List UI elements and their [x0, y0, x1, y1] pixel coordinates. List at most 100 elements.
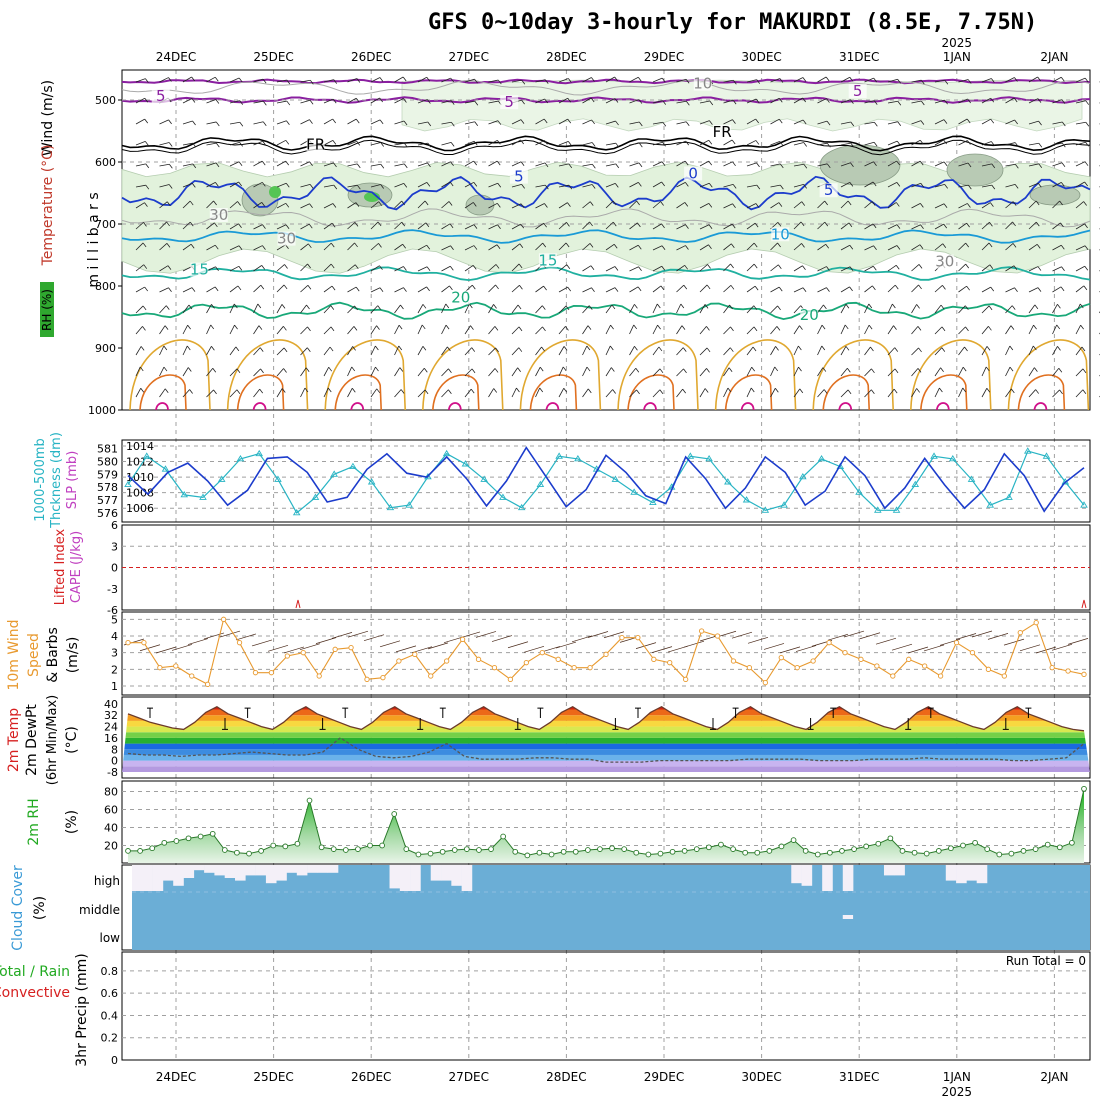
wind-barb	[309, 161, 313, 167]
wind10-barb	[315, 637, 337, 644]
temp-max-marker	[244, 707, 251, 719]
wind-barb	[887, 182, 898, 188]
temp-label-2: 2m DewPt	[24, 704, 40, 776]
wind-barb	[652, 324, 658, 335]
wind-barb	[330, 242, 335, 248]
rh-contour	[121, 79, 1091, 96]
thickness-point	[461, 460, 470, 467]
wind-barb	[535, 203, 545, 209]
temp-contour-minus5	[121, 96, 1091, 104]
wind-barb	[404, 142, 408, 148]
wind-barb	[1011, 305, 1016, 310]
wind-barb	[986, 388, 991, 393]
wind-barb	[988, 305, 993, 311]
wind-barb	[332, 98, 337, 104]
wind-barb	[1061, 162, 1066, 168]
wind-barb	[276, 264, 285, 272]
wind-barb	[897, 78, 901, 84]
wind-barb	[417, 121, 428, 125]
wind-barb	[464, 265, 474, 272]
wind-barb	[817, 345, 823, 356]
wind-barb	[563, 346, 568, 351]
wind-barb	[398, 324, 403, 330]
wind-barb	[777, 305, 781, 311]
wind-barb	[262, 245, 266, 250]
wind-barb	[283, 368, 287, 373]
wind-barb	[943, 161, 948, 167]
rh-point	[911, 849, 918, 856]
wind10-barb	[891, 643, 913, 651]
wind-barb	[801, 243, 805, 248]
wind-barb	[958, 305, 966, 314]
temp-band	[122, 766, 1090, 772]
wind10-point	[157, 665, 163, 671]
date-label-bottom: 27DEC	[449, 1070, 489, 1084]
wind-barb	[629, 346, 635, 356]
wind-barb	[300, 161, 310, 167]
rh-point	[802, 848, 809, 854]
wind-barb	[840, 222, 850, 230]
wind-barb	[911, 224, 921, 230]
wind-barb	[558, 305, 567, 314]
wind-barb	[511, 304, 519, 314]
wind-barb	[723, 243, 732, 251]
temp-contour-30	[529, 374, 578, 411]
wind-barb	[471, 284, 476, 290]
wind-barb	[780, 184, 784, 190]
wind-barb	[605, 304, 613, 314]
wind-barb	[558, 118, 568, 125]
wind-barb	[582, 325, 589, 335]
wind-barb	[394, 324, 400, 335]
wind-barb	[817, 287, 827, 293]
rh-point	[899, 848, 906, 854]
wind-barb	[817, 120, 828, 125]
temp-band	[122, 737, 1090, 744]
wind-barb	[1035, 200, 1040, 206]
wind-barb	[214, 76, 219, 82]
wind-barb	[182, 221, 191, 230]
high-cloud-bar	[956, 865, 967, 884]
wind-barb	[262, 140, 267, 146]
wind-barb	[378, 201, 383, 206]
date-label-bottom: 28DEC	[546, 1070, 586, 1084]
wind-barb	[558, 346, 565, 356]
wind-barb	[511, 79, 522, 83]
wind-barb	[920, 120, 925, 125]
li-tick-label: 3	[111, 540, 118, 553]
wind-barb	[582, 388, 589, 398]
thickness-point	[1023, 447, 1032, 454]
wind-barb	[845, 304, 850, 309]
wind-barb	[676, 78, 687, 83]
wind-barb	[300, 223, 310, 230]
wind-barb	[1015, 164, 1019, 169]
wind-barb	[1061, 121, 1066, 127]
wind-barb	[238, 223, 242, 229]
wind-barb	[447, 346, 451, 352]
wind-barb	[370, 119, 381, 125]
date-label-top: 29DEC	[644, 50, 684, 64]
temp-label-3: (6hr Min/Max)	[45, 695, 60, 785]
wind-barb	[253, 202, 262, 209]
wind-barb	[699, 264, 708, 272]
wind-barb	[793, 388, 801, 398]
wind-barb	[587, 325, 592, 330]
wind-barb	[182, 324, 188, 335]
wind-barb	[417, 324, 423, 335]
thickness-point	[349, 462, 357, 470]
wind-barb	[840, 286, 850, 293]
wind-barb	[911, 182, 921, 188]
thickness-label-1: 1000-500mb	[33, 438, 48, 522]
wind-barb	[182, 243, 192, 251]
wind-barb	[589, 243, 594, 248]
rh-point	[766, 848, 773, 854]
wind-barb	[370, 287, 381, 293]
wind-barb	[135, 346, 142, 356]
wind-barb	[261, 265, 266, 270]
wind-barb	[544, 140, 548, 145]
wind-barb	[1028, 182, 1039, 188]
wind-barb	[167, 265, 172, 270]
wind-barb	[799, 388, 804, 394]
wind-barb	[403, 163, 408, 169]
temp-contour-30	[139, 374, 187, 411]
wind-barb	[989, 264, 994, 270]
